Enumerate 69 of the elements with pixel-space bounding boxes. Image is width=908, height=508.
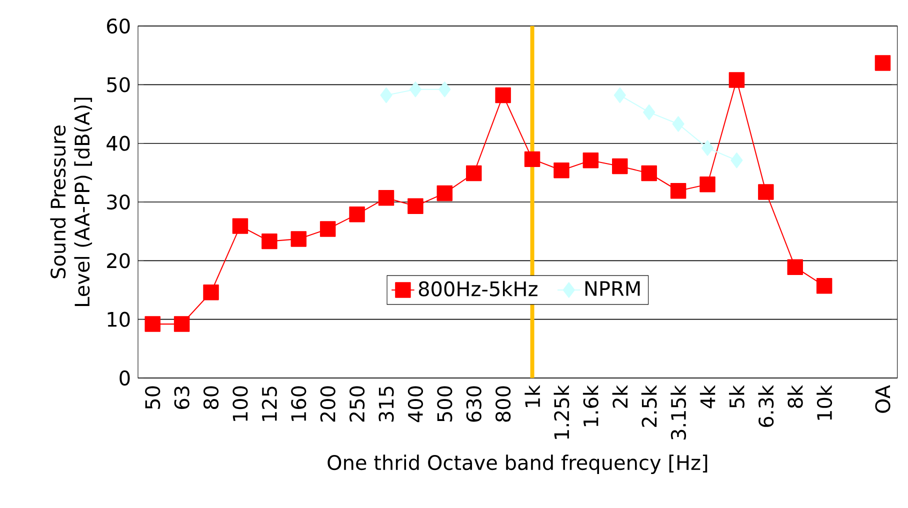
x-tick-label: 3.15k: [670, 385, 686, 440]
point: [787, 259, 803, 275]
x-tick-label: 4k: [700, 385, 716, 408]
point: [701, 140, 714, 156]
point: [203, 284, 219, 300]
point: [554, 162, 570, 178]
x-tick-label: 2k: [612, 385, 628, 408]
y-tick-label: 20: [107, 253, 130, 268]
x-tick-label: 1k: [524, 385, 540, 408]
x-tick-label: 8k: [787, 385, 803, 408]
x-tick-label: 50: [145, 386, 160, 409]
point: [408, 198, 424, 214]
point: [320, 221, 336, 237]
point: [438, 82, 451, 98]
point: [144, 316, 160, 332]
x-tick-label: 1.6k: [582, 385, 598, 426]
x-tick-label: 630: [466, 386, 482, 422]
point: [670, 182, 686, 199]
point: [816, 278, 832, 294]
point: [436, 185, 453, 202]
y-tick-label: 10: [108, 312, 130, 327]
x-tick-label: 80: [203, 386, 219, 410]
y-tick-label: 50: [107, 77, 130, 92]
point: [524, 151, 540, 168]
point: [582, 152, 599, 168]
point: [758, 184, 774, 200]
x-tick-label: 125: [262, 386, 277, 421]
point: [730, 152, 743, 168]
x-tick-label: OA: [875, 385, 890, 413]
x-tick-label: 160: [291, 386, 306, 421]
x-tick-label: 5k: [728, 385, 744, 408]
y-tick-label: 30: [107, 194, 130, 210]
legend-label: NPRM: [585, 281, 640, 296]
point: [672, 116, 684, 132]
y-tick-label: 60: [107, 18, 130, 34]
point: [349, 206, 365, 222]
point: [378, 190, 394, 206]
point: [174, 316, 190, 332]
point: [290, 231, 306, 247]
point: [262, 233, 278, 250]
x-tick-label: 100: [232, 386, 248, 421]
y-tick-label: 0: [120, 370, 130, 386]
point: [232, 218, 248, 234]
x-tick-label: 250: [349, 386, 365, 422]
x-tick-label: 1.25k: [554, 385, 570, 439]
point: [495, 87, 511, 104]
point: [612, 158, 628, 174]
x-tick-label: 10k: [816, 385, 832, 420]
x-tick-label: 2.5k: [641, 385, 657, 427]
x-tick-label: 63: [174, 386, 190, 409]
point: [700, 176, 716, 192]
point: [641, 165, 657, 182]
x-tick-label: 315: [378, 386, 394, 422]
point: [409, 82, 422, 98]
legend-label: 800Hz-5kHz: [418, 280, 538, 296]
point: [614, 87, 626, 104]
y-tick-label: 40: [106, 136, 130, 151]
point: [874, 55, 891, 71]
x-tick-label: 400: [408, 386, 424, 422]
x-tick-label: 500: [437, 386, 452, 422]
y-axis-title: Sound Pressure Level (AA-PP) [dB(A)]: [50, 98, 92, 306]
point: [728, 72, 745, 88]
x-tick-label: 800: [496, 386, 511, 422]
point: [380, 87, 392, 104]
x-tick-label: 6.3k: [758, 385, 774, 427]
point: [466, 165, 482, 182]
x-axis-title: One thrid Octave band frequency [Hz]: [328, 454, 708, 474]
point: [643, 104, 656, 120]
x-tick-label: 200: [320, 386, 336, 422]
